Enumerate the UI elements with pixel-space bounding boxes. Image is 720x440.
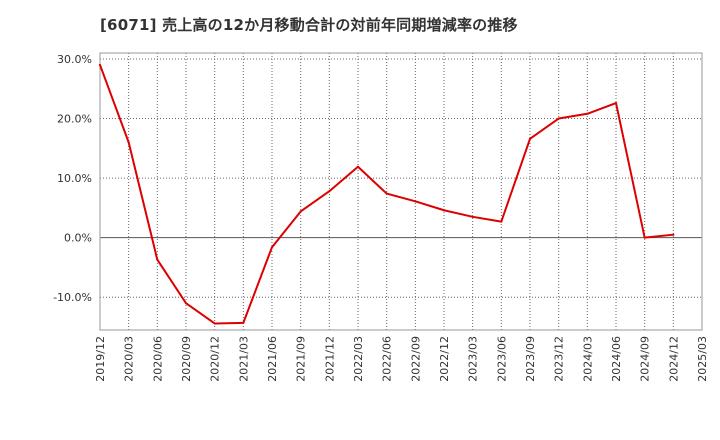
data-point (443, 209, 445, 212)
x-tick-label: 2021/03 (237, 336, 250, 382)
x-tick-label: 2023/06 (495, 336, 508, 382)
data-point (185, 302, 187, 305)
x-tick-label: 2023/12 (553, 336, 566, 382)
x-tick-label: 2024/09 (639, 336, 652, 382)
x-tick-label: 2022/06 (381, 336, 394, 382)
data-point (271, 246, 273, 249)
data-point (414, 200, 417, 203)
data-point (586, 112, 589, 115)
x-tick-label: 2023/09 (524, 336, 537, 382)
data-point (672, 233, 675, 236)
x-tick-label: 2020/06 (151, 336, 164, 382)
x-tick-label: 2019/12 (94, 336, 107, 382)
data-point (328, 190, 331, 193)
x-tick-label: 2021/06 (266, 336, 279, 382)
y-tick-label: 0.0% (64, 232, 92, 245)
data-point (500, 220, 503, 223)
x-tick-label: 2024/06 (610, 336, 623, 382)
data-point (299, 210, 302, 213)
x-tick-label: 2023/03 (467, 336, 480, 382)
data-point (385, 192, 388, 195)
data-point (213, 322, 216, 325)
x-tick-label: 2021/09 (295, 336, 308, 382)
x-tick-label: 2021/12 (323, 336, 336, 382)
y-tick-label: -10.0% (53, 291, 92, 304)
x-tick-label: 2022/09 (409, 336, 422, 382)
x-tick-label: 2022/12 (438, 336, 451, 382)
x-tick-label: 2020/09 (180, 336, 193, 382)
data-point (242, 321, 245, 324)
x-tick-label: 2024/03 (581, 336, 594, 382)
x-tick-label: 2025/03 (696, 336, 709, 382)
x-tick-label: 2020/03 (123, 336, 136, 382)
data-point (615, 102, 617, 105)
y-tick-label: 20.0% (57, 113, 92, 126)
x-tick-label: 2022/03 (352, 336, 365, 382)
x-tick-label: 2024/12 (667, 336, 680, 382)
data-point (529, 137, 531, 140)
data-point (643, 236, 646, 239)
x-tick-label: 2020/12 (209, 336, 222, 382)
y-tick-label: 30.0% (57, 53, 92, 66)
data-point (99, 63, 101, 66)
data-point (127, 141, 130, 144)
plot-area-border (99, 52, 703, 331)
chart-title: [6071] 売上高の12か月移動合計の対前年同期増減率の推移 (100, 16, 518, 34)
data-point (471, 215, 474, 218)
data-point (357, 165, 359, 168)
data-point (156, 258, 159, 261)
y-tick-label: 10.0% (57, 172, 92, 185)
data-point (557, 117, 560, 120)
